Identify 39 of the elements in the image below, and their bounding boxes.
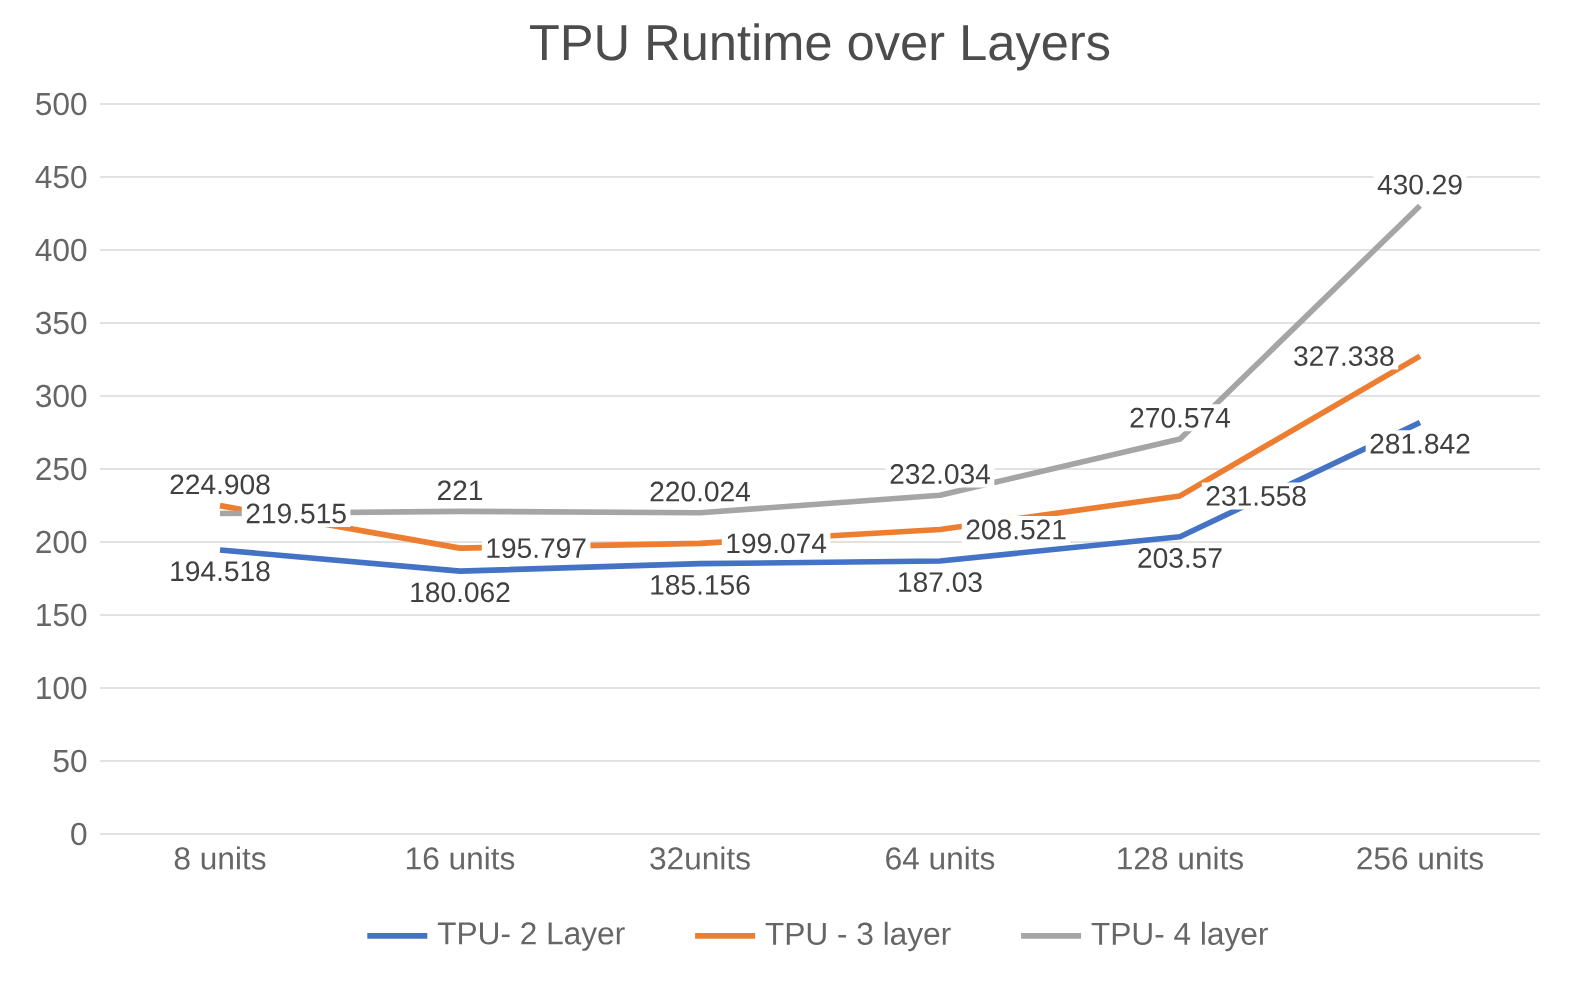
data-label: 199.074 [727,533,827,554]
x-tick-label: 32units [650,846,750,870]
y-tick-label: 150 [37,603,87,627]
data-label: 208.521 [966,519,1066,540]
data-label: 270.574 [1130,407,1230,428]
x-tick-label: 16 units [407,846,515,870]
legend-label: TPU- 4 layer [1091,921,1268,952]
x-tick-label: 128 units [1118,846,1243,870]
data-label: 232.034 [890,464,990,484]
y-tick-label: 450 [35,165,87,189]
legend-label: TPU - 3 layer [765,921,951,952]
y-tick-label: 300 [36,384,87,408]
x-tick-label: 8 units [174,846,266,870]
data-label: 203.57 [1138,548,1222,568]
y-tick-label: 50 [53,749,87,773]
y-tick-label: 0 [71,822,87,846]
data-label: 180.062 [411,582,510,603]
y-tick-label: 250 [36,457,87,481]
data-label: 430.29 [1377,174,1462,195]
y-tick-label: 400 [35,238,87,262]
y-tick-label: 500 [36,92,87,116]
data-label: 231.558 [1206,485,1306,506]
data-label: 224.908 [170,474,270,495]
data-label: 327.338 [1294,346,1394,367]
data-label: 195.797 [487,538,586,559]
x-tick-label: 64 units [886,846,995,870]
data-label: 220.024 [650,481,750,502]
y-tick-label: 350 [36,311,87,335]
y-tick-label: 100 [37,676,87,700]
data-label: 194.518 [171,561,270,582]
chart-title: TPU Runtime over Layers [530,23,1110,71]
x-tick-label: 256 units [1357,846,1483,870]
data-label: 221 [437,480,483,501]
data-label: 185.156 [651,574,750,595]
data-label: 281.842 [1370,433,1470,454]
y-tick-label: 200 [36,530,87,554]
data-label: 187.03 [899,572,982,593]
data-label: 219.515 [246,503,346,524]
legend-label: TPU- 2 Layer [437,922,625,951]
